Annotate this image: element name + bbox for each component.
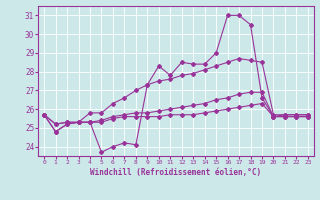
X-axis label: Windchill (Refroidissement éolien,°C): Windchill (Refroidissement éolien,°C) — [91, 168, 261, 177]
